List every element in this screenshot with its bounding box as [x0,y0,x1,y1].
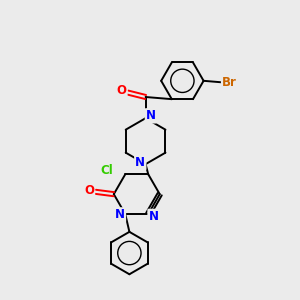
Text: N: N [148,210,158,223]
Text: N: N [146,109,156,122]
Text: O: O [84,184,94,197]
Text: N: N [115,208,125,221]
Text: Cl: Cl [100,164,113,177]
Text: Br: Br [222,76,237,89]
Text: O: O [116,84,126,97]
Text: N: N [135,156,145,169]
